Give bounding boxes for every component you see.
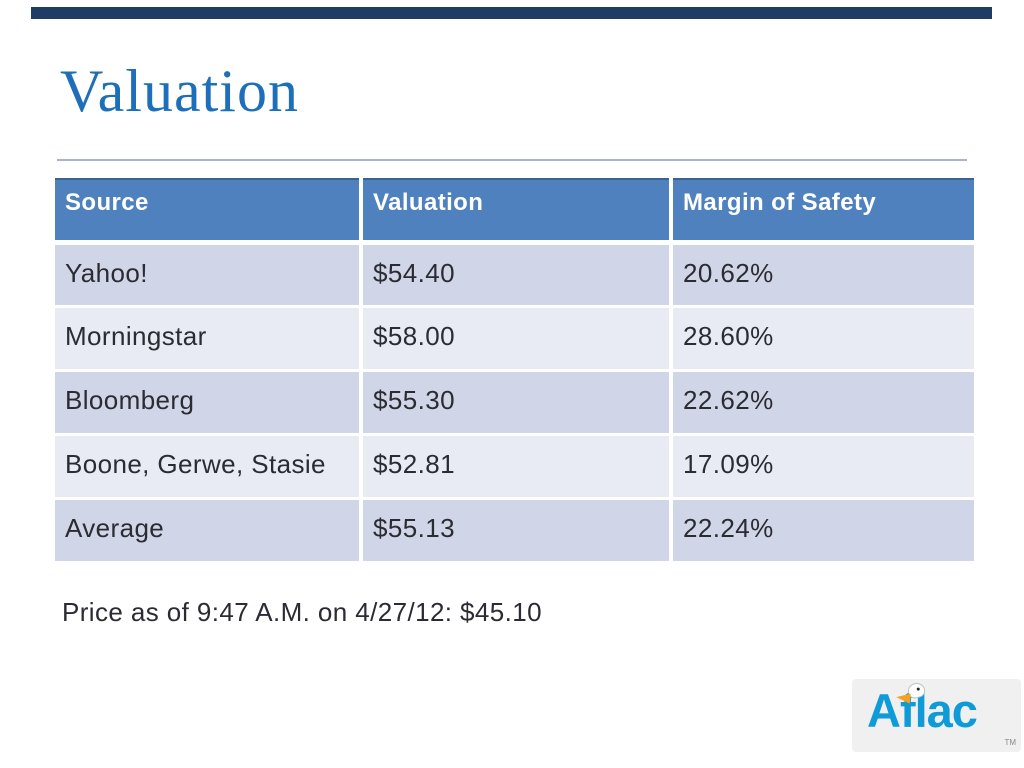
page-title: Valuation: [60, 58, 299, 124]
table-row: Average $55.13 22.24%: [55, 498, 974, 564]
aflac-logo-text: Af lac: [867, 681, 978, 737]
cell-margin: 20.62%: [671, 242, 974, 308]
cell-valuation: $55.13: [361, 498, 673, 564]
logo-letters-ac: ac: [926, 684, 978, 737]
cell-margin: 22.62%: [671, 370, 974, 436]
column-header-valuation: Valuation: [361, 178, 673, 245]
duck-beak-icon: [895, 692, 911, 704]
cell-margin: 22.24%: [671, 498, 974, 564]
cell-valuation: $52.81: [361, 434, 673, 500]
column-header-margin-of-safety: Margin of Safety: [671, 178, 974, 245]
accent-bar: [31, 7, 992, 19]
price-footnote: Price as of 9:47 A.M. on 4/27/12: $45.10: [62, 597, 542, 627]
trademark-symbol: TM: [1004, 738, 1016, 747]
aflac-logo: Af lac TM: [852, 679, 1021, 752]
cell-valuation: $58.00: [361, 306, 673, 372]
cell-margin: 17.09%: [671, 434, 974, 500]
valuation-table: Source Valuation Margin of Safety Yahoo!…: [55, 178, 974, 564]
table-header-row: Source Valuation Margin of Safety: [55, 178, 974, 245]
duck-eye-icon: [916, 687, 920, 691]
table-row: Yahoo! $54.40 20.62%: [55, 242, 974, 308]
cell-source: Morningstar: [55, 306, 363, 372]
cell-margin: 28.60%: [671, 306, 974, 372]
cell-valuation: $54.40: [361, 242, 673, 308]
cell-source: Yahoo!: [55, 242, 363, 308]
table-row: Bloomberg $55.30 22.62%: [55, 370, 974, 436]
table-row: Boone, Gerwe, Stasie $52.81 17.09%: [55, 434, 974, 500]
title-divider: [57, 159, 967, 161]
cell-source: Bloomberg: [55, 370, 363, 436]
cell-valuation: $55.30: [361, 370, 673, 436]
column-header-source: Source: [55, 178, 363, 245]
table-row: Morningstar $58.00 28.60%: [55, 306, 974, 372]
logo-letters-af: Af: [867, 684, 916, 737]
cell-source: Average: [55, 498, 363, 564]
logo-letter-l: l: [895, 681, 928, 734]
cell-source: Boone, Gerwe, Stasie: [55, 434, 363, 500]
